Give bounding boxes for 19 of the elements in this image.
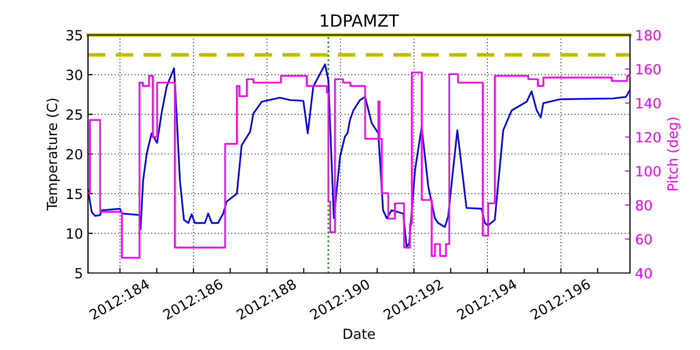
y-axis-title: Temperature (C) (46, 98, 60, 210)
chart-title: 1DPAMZT (320, 14, 399, 27)
y-tick-label: 15 (66, 188, 82, 200)
y2-tick-label: 40 (636, 268, 652, 278)
y2-tick-label: 180 (636, 30, 660, 40)
y-tick-label: 35 (66, 30, 82, 40)
y2-tick-label: 60 (636, 234, 652, 244)
y-tick-label: 30 (66, 70, 82, 80)
y2-tick-label: 160 (636, 64, 660, 74)
x-axis-title: Date (344, 328, 375, 340)
y2-tick-label: 120 (636, 132, 660, 142)
y2-tick-label: 140 (636, 98, 660, 108)
y-tick-label: 25 (66, 109, 82, 120)
y-tick-label: 10 (66, 228, 82, 239)
y-tick-label: 20 (66, 148, 82, 160)
y2-tick-label: 80 (636, 200, 652, 210)
y-tick-label: 5 (75, 268, 82, 278)
y2-axis-title: Pitch (deg) (666, 118, 680, 190)
y2-tick-label: 100 (636, 166, 660, 176)
